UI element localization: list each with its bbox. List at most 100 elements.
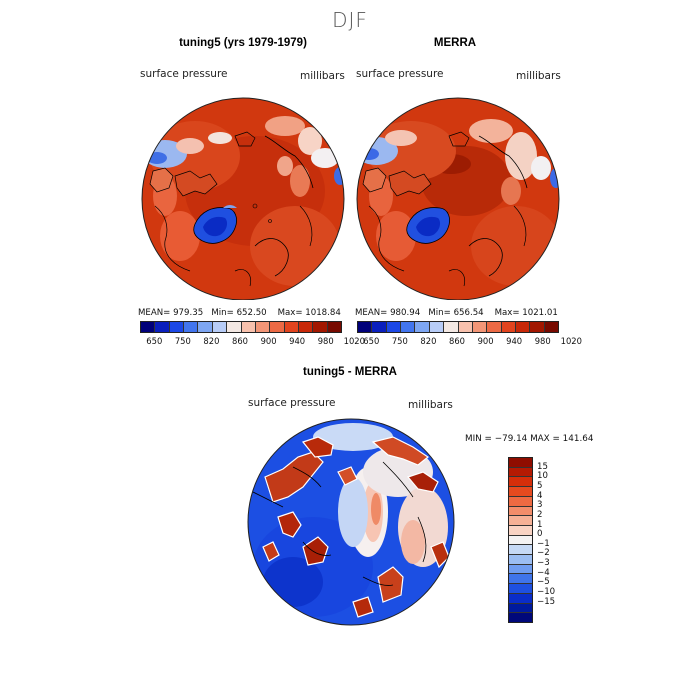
colorbar-tick-label: 820 — [203, 336, 220, 346]
colorbar-swatch — [509, 477, 532, 488]
left-colorbar-ticks: 650 750 820 860 900 940 980 1020 — [140, 336, 365, 348]
colorbar-swatch — [429, 322, 445, 332]
colorbar-swatch — [509, 574, 532, 585]
colorbar-swatch — [509, 603, 532, 614]
colorbar-tick-label: 15 — [537, 461, 548, 472]
colorbar-swatch — [544, 322, 559, 332]
colorbar-swatch — [509, 525, 532, 536]
right-colorbar — [357, 321, 559, 333]
colorbar-tick-label: −3 — [537, 558, 550, 569]
left-polar-map — [141, 97, 345, 300]
colorbar-tick-label: 10 — [537, 471, 548, 482]
colorbar-swatch — [141, 322, 156, 332]
colorbar-tick-label: −10 — [537, 587, 556, 598]
colorbar-tick-label: −5 — [537, 577, 550, 588]
colorbar-tick-label: 650 — [363, 336, 380, 346]
diff-polar-map — [247, 418, 455, 626]
colorbar-tick-label: 980 — [317, 336, 334, 346]
left-colorbar — [140, 321, 342, 333]
right-stats: MEAN= 980.94 Min= 656.54 Max= 1021.01 — [355, 308, 558, 318]
colorbar-tick-label: −15 — [537, 596, 556, 607]
colorbar-swatch — [372, 322, 387, 332]
colorbar-swatch — [227, 322, 242, 332]
colorbar-swatch — [509, 564, 532, 575]
colorbar-tick-label: 3 — [537, 500, 543, 511]
colorbar-tick-label: 980 — [534, 336, 551, 346]
colorbar-swatch — [509, 555, 532, 565]
right-variable-label: surface pressure — [356, 68, 444, 80]
colorbar-tick-label: 820 — [420, 336, 437, 346]
diff-panel-title: tuning5 - MERRA — [303, 366, 397, 378]
colorbar-tick-label: 940 — [289, 336, 306, 346]
colorbar-swatch — [501, 322, 516, 332]
colorbar-swatch — [327, 322, 342, 332]
figure-title: DJF — [332, 8, 368, 32]
colorbar-tick-label: −2 — [537, 548, 550, 559]
left-panel-title: tuning5 (yrs 1979-1979) — [179, 37, 307, 49]
colorbar-swatch — [241, 322, 256, 332]
colorbar-tick-label: −4 — [537, 567, 550, 578]
colorbar-tick-label: 1020 — [560, 336, 582, 346]
colorbar-swatch — [509, 467, 532, 478]
colorbar-swatch — [509, 593, 532, 604]
colorbar-swatch — [487, 322, 502, 332]
colorbar-tick-label: 650 — [146, 336, 163, 346]
colorbar-swatch — [184, 322, 199, 332]
colorbar-tick-label: 1020 — [343, 336, 365, 346]
colorbar-swatch — [198, 322, 213, 332]
colorbar-swatch — [298, 322, 314, 332]
right-max-label: Max= — [494, 308, 520, 318]
colorbar-tick-label: 860 — [232, 336, 248, 346]
right-panel-title: MERRA — [433, 37, 477, 49]
colorbar-tick-label: 750 — [174, 336, 191, 346]
left-min-label: Min= — [211, 308, 234, 318]
colorbar-tick-label: 2 — [537, 509, 543, 520]
colorbar-swatch — [458, 322, 473, 332]
left-mean-label: MEAN= — [138, 308, 171, 318]
colorbar-swatch — [472, 322, 488, 332]
colorbar-tick-label: 0 — [537, 529, 543, 540]
colorbar-tick-label: 5 — [537, 480, 543, 491]
colorbar-swatch — [444, 322, 459, 332]
colorbar-swatch — [386, 322, 402, 332]
left-min-value: 652.50 — [236, 308, 267, 318]
diff-variable-label: surface pressure — [248, 397, 336, 409]
colorbar-swatch — [313, 322, 328, 332]
colorbar-swatch — [358, 322, 373, 332]
colorbar-tick-label: 4 — [537, 490, 543, 501]
colorbar-tick-label: 1 — [537, 519, 543, 530]
colorbar-tick-label: 750 — [391, 336, 408, 346]
colorbar-swatch — [155, 322, 170, 332]
colorbar-swatch — [515, 322, 531, 332]
right-mean-label: MEAN= — [355, 308, 388, 318]
right-min-label: Min= — [428, 308, 451, 318]
colorbar-swatch — [509, 487, 532, 497]
colorbar-swatch — [401, 322, 416, 332]
right-max-value: 1021.01 — [522, 308, 558, 318]
colorbar-swatch — [212, 322, 228, 332]
right-min-value: 656.54 — [453, 308, 484, 318]
left-units-label: millibars — [300, 70, 345, 82]
colorbar-swatch — [270, 322, 285, 332]
colorbar-swatch — [509, 458, 532, 468]
right-units-label: millibars — [516, 70, 561, 82]
right-polar-map — [356, 97, 560, 300]
colorbar-swatch — [509, 506, 532, 517]
colorbar-swatch — [509, 535, 532, 546]
left-max-value: 1018.84 — [305, 308, 341, 318]
left-stats: MEAN= 979.35 Min= 652.50 Max= 1018.84 — [138, 308, 341, 318]
colorbar-swatch — [415, 322, 430, 332]
colorbar-swatch — [509, 584, 532, 594]
colorbar-swatch — [509, 516, 532, 526]
colorbar-tick-label: 940 — [506, 336, 523, 346]
right-colorbar-ticks: 650 750 820 860 900 940 980 1020 — [357, 336, 582, 348]
left-mean-value: 979.35 — [173, 308, 204, 318]
colorbar-tick-label: 900 — [477, 336, 494, 346]
colorbar-swatch — [169, 322, 185, 332]
colorbar-tick-label: 860 — [449, 336, 465, 346]
diff-colorbar — [508, 457, 533, 623]
diff-units-label: millibars — [408, 399, 453, 411]
colorbar-swatch — [509, 545, 532, 556]
diff-min-max: MIN = −79.14 MAX = 141.64 — [465, 434, 594, 444]
left-variable-label: surface pressure — [140, 68, 228, 80]
